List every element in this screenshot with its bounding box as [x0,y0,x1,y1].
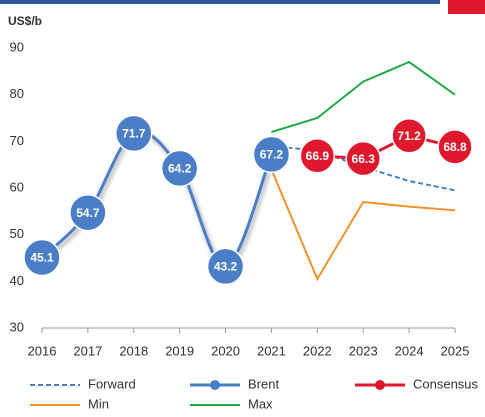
data-label: 66.9 [306,149,330,163]
x-tick-label: 2022 [303,343,332,358]
legend-marker [210,380,220,390]
marker [206,247,245,286]
marker [299,138,336,174]
y-tick-label: 70 [10,133,24,148]
data-label: 68.8 [443,140,467,154]
legend-marker [375,380,385,390]
x-tick-label: 2023 [349,343,378,358]
marker [23,238,61,277]
data-label: 45.1 [30,251,54,265]
x-tick-label: 2021 [257,343,286,358]
x-tick-label: 2018 [119,343,148,358]
marker [345,140,381,177]
y-tick-label: 50 [10,226,24,241]
data-label: 43.2 [214,260,238,274]
legend-label: Brent [248,376,279,391]
marker [160,149,199,188]
y-tick-label: 30 [10,319,24,334]
marker [437,129,473,165]
series-line [270,168,456,282]
series-line [271,60,456,133]
data-label: 71.7 [122,127,146,141]
x-tick-label: 2016 [28,343,57,358]
data-label: 66.3 [352,152,376,166]
legend-label: Forward [88,376,136,391]
y-tick-label: 40 [10,273,24,288]
series-line [317,134,456,161]
marker [69,193,107,232]
y-axis-label: US$/b [8,14,42,28]
marker [252,135,291,174]
legend-label: Consensus [413,376,479,391]
x-tick-label: 2024 [395,343,424,358]
header-bar [0,0,440,4]
x-tick-label: 2019 [165,343,194,358]
data-label: 67.2 [260,148,284,162]
data-label: 64.2 [168,162,192,176]
y-tick-label: 80 [10,86,24,101]
header-logo [448,0,485,14]
x-tick-label: 2020 [211,343,240,358]
data-label: 54.7 [76,206,100,220]
data-label: 71.2 [397,129,421,143]
legend-label: Min [88,396,109,411]
x-tick-label: 2025 [441,343,470,358]
x-tick-label: 2017 [73,343,102,358]
marker [115,114,153,153]
y-tick-label: 60 [10,179,24,194]
marker [391,117,427,154]
legend-label: Max [248,396,273,411]
y-tick-label: 90 [10,39,24,54]
